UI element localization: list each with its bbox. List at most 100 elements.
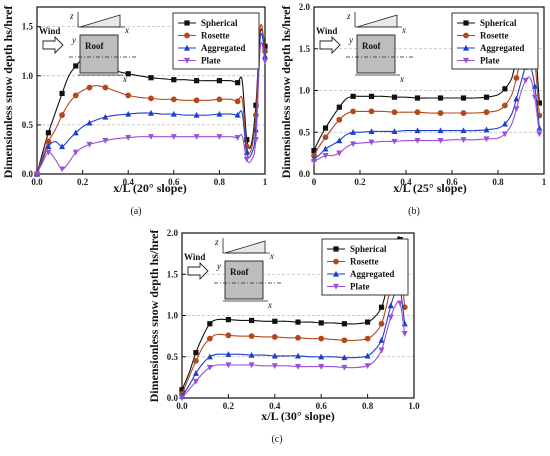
legend-marker: [463, 20, 469, 26]
legend-label: Spherical: [350, 244, 387, 254]
y-axis-title: Dimensionless snow depth hs/href: [147, 229, 161, 403]
data-point: [193, 357, 199, 364]
data-point: [391, 128, 398, 135]
data-point: [378, 320, 385, 327]
data-point: [34, 171, 40, 178]
data-point: [72, 129, 79, 136]
data-point: [401, 331, 408, 337]
data-point: [502, 86, 508, 92]
legend-label: Aggregated: [480, 43, 524, 53]
data-point: [235, 80, 241, 86]
data-point: [207, 321, 213, 327]
data-point: [86, 119, 93, 126]
data-point: [341, 354, 348, 361]
data-point: [45, 149, 52, 156]
data-point: [368, 128, 375, 135]
y-tick-label: 2.0: [299, 2, 311, 12]
data-point: [234, 135, 241, 141]
x-tick-label: 0.0: [176, 401, 188, 411]
data-point: [59, 90, 65, 97]
data-point: [248, 333, 255, 340]
legend-marker: [333, 246, 339, 252]
x-tick-label: 1: [542, 177, 547, 187]
data-point: [414, 109, 421, 116]
data-point: [483, 94, 490, 100]
data-point: [170, 96, 177, 103]
legend-label: Rosette: [480, 31, 509, 41]
data-point: [225, 332, 232, 339]
data-point: [502, 102, 508, 109]
data-point: [318, 353, 325, 360]
data-point: [483, 126, 490, 133]
data-point: [460, 137, 467, 143]
legend-label: Plate: [201, 56, 221, 66]
data-point: [378, 337, 385, 343]
wind-arrow-icon: [319, 35, 341, 55]
x-axis-label: x: [401, 25, 406, 35]
data-point: [216, 96, 223, 103]
legend-label: Aggregated: [350, 269, 394, 279]
legend-marker: [333, 283, 339, 290]
legend-marker: [333, 258, 339, 265]
x-axis-plan-label: x: [267, 300, 272, 310]
data-point: [59, 143, 66, 150]
data-point: [391, 138, 398, 145]
data-point: [148, 134, 154, 140]
data-point: [318, 335, 325, 342]
data-point: [295, 352, 301, 359]
chart-panel: 0.0 0.5 1.0 1.5 0.0 0.2 0.4 0.6 0.8 1 x/L (20° slo…: [1, 5, 268, 217]
data-point: [336, 150, 343, 157]
legend-label: Rosette: [350, 257, 379, 267]
data-point: [194, 78, 200, 84]
x-tick-label: 0.2: [77, 177, 89, 187]
data-point: [225, 317, 231, 323]
y-axis-title: Dimensionless snow depth hs/href: [279, 5, 293, 179]
data-point: [336, 104, 342, 110]
data-point: [243, 156, 250, 163]
data-point: [170, 110, 177, 117]
data-point: [368, 139, 375, 146]
x-tick-label: 0.6: [316, 401, 328, 411]
y-tick-label: 0.5: [299, 127, 311, 137]
data-point: [234, 98, 241, 105]
data-point: [311, 148, 317, 154]
y-tick-label: 2.0: [167, 228, 179, 238]
data-point: [322, 125, 329, 131]
z-axis-label: z: [214, 237, 219, 247]
y-tick-label: 1.5: [167, 269, 179, 279]
data-point: [322, 145, 329, 152]
data-point: [378, 304, 385, 310]
data-point: [125, 71, 131, 77]
legend-label: Spherical: [201, 18, 238, 28]
data-point: [216, 110, 223, 117]
x-tick-label: 0.4: [400, 177, 412, 187]
data-point: [271, 334, 278, 340]
x-tick-label: 0.8: [492, 177, 504, 187]
y-axis-title: Dimensionless snow depth hs/href: [1, 5, 15, 179]
data-point: [341, 364, 348, 371]
data-point: [322, 153, 329, 159]
y-axis-label: y: [348, 35, 353, 45]
wind-arrow-icon: [187, 261, 209, 281]
data-point: [86, 141, 93, 148]
data-point: [437, 110, 444, 116]
data-point: [252, 137, 259, 143]
data-point: [364, 352, 371, 359]
data-point: [460, 95, 467, 101]
data-point: [364, 335, 371, 342]
data-point: [171, 77, 177, 83]
data-point: [522, 77, 529, 84]
data-point: [225, 362, 232, 369]
data-point: [437, 138, 444, 144]
data-point: [59, 112, 65, 118]
data-point: [322, 134, 329, 141]
legend: Spherical Rosette Aggregated Plate: [172, 12, 260, 70]
x-tick-label: 0.6: [446, 177, 458, 187]
data-point: [460, 110, 467, 116]
roof-profile-icon: [356, 14, 398, 28]
data-point: [295, 319, 301, 325]
legend-label: Rosette: [201, 31, 230, 41]
data-point: [252, 126, 259, 133]
legend-marker: [184, 44, 190, 51]
